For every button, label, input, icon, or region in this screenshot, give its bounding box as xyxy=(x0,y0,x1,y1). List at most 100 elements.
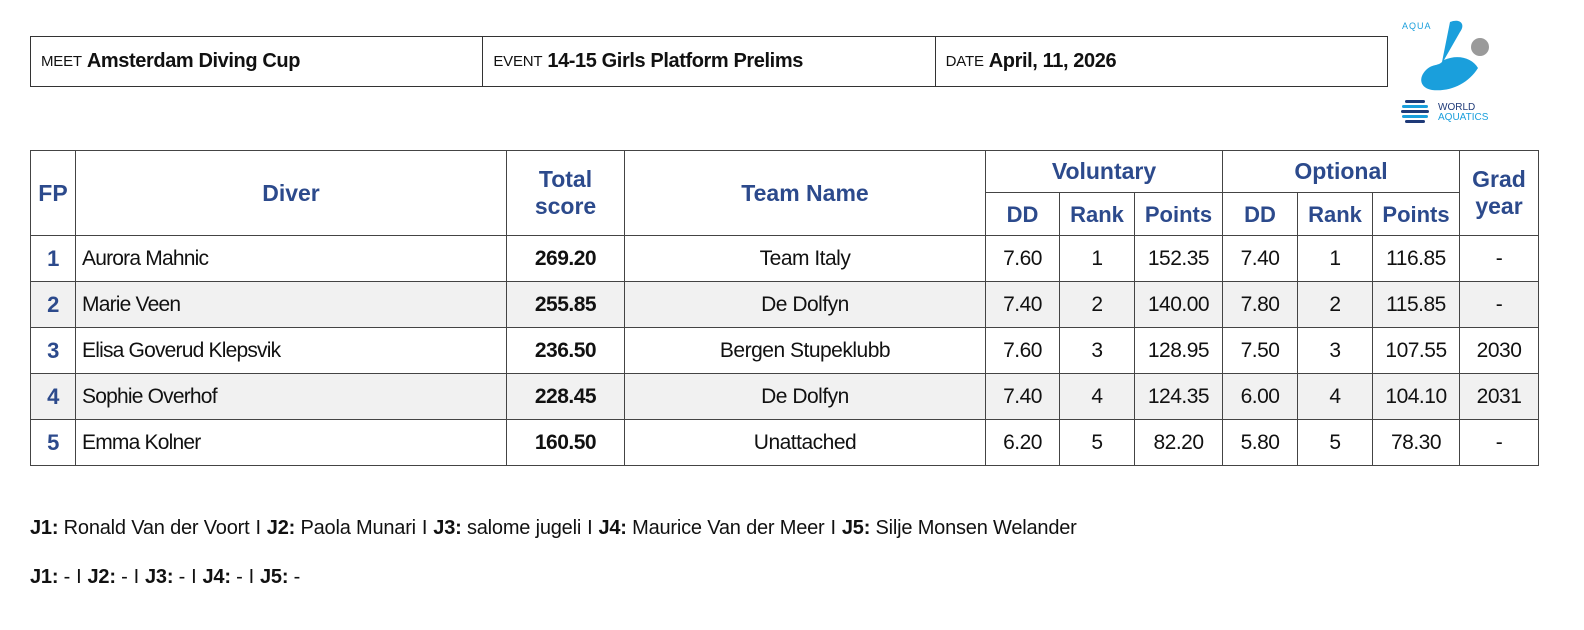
event-label: EVENT xyxy=(493,53,543,70)
judge-label: J4: xyxy=(202,566,232,588)
world-aquatics-logo: AQUA WORLD AQUATICS xyxy=(1401,20,1489,123)
voluntary-points-cell: 140.00 xyxy=(1134,281,1223,328)
judge-label: J3: xyxy=(433,517,462,539)
col-grad-header-line1: Grad xyxy=(1472,166,1526,192)
col-optional-rank-header: Rank xyxy=(1297,192,1373,236)
optional-rank-cell: 5 xyxy=(1297,419,1373,466)
judge-label: J5: xyxy=(841,517,871,539)
voluntary-dd-cell: 7.60 xyxy=(985,235,1060,282)
team-cell: De Dolfyn xyxy=(624,281,986,328)
optional-points-cell: 115.85 xyxy=(1371,281,1461,328)
diver-cell: Aurora Mahnic xyxy=(75,235,507,282)
event-value: 14-15 Girls Platform Prelims xyxy=(547,50,803,72)
table-row: 1 Aurora Mahnic 269.20 Team Italy 7.60 1… xyxy=(30,235,1540,282)
optional-rank-cell: 4 xyxy=(1297,373,1373,420)
col-total-header-line1: Total xyxy=(538,166,593,192)
judge-name: - xyxy=(178,566,186,588)
col-total-header: Total score xyxy=(506,150,625,236)
voluntary-rank-cell: 3 xyxy=(1059,327,1135,374)
voluntary-dd-cell: 7.40 xyxy=(985,373,1060,420)
team-cell: Team Italy xyxy=(624,235,986,282)
optional-points-cell: 104.10 xyxy=(1371,373,1461,420)
judge-label: J2: xyxy=(87,566,117,588)
optional-dd-cell: 6.00 xyxy=(1222,373,1298,420)
judges-secondary-line: J1: - I J2: - I J3: - I J4: - I J5: - xyxy=(30,566,300,589)
col-fp-header: FP xyxy=(30,150,76,236)
grad-year-cell: 2031 xyxy=(1459,373,1540,420)
meet-label: MEET xyxy=(41,53,82,70)
col-voluntary-rank-header: Rank xyxy=(1059,192,1135,236)
fp-cell: 5 xyxy=(30,419,76,466)
col-grad-header: Grad year xyxy=(1459,150,1540,236)
logo-aqua-text: AQUA xyxy=(1402,21,1432,31)
total-score-cell: 255.85 xyxy=(506,281,625,328)
table-row: 3 Elisa Goverud Klepsvik 236.50 Bergen S… xyxy=(30,327,1540,374)
total-score-cell: 269.20 xyxy=(506,235,625,282)
total-score-cell: 160.50 xyxy=(506,419,625,466)
judge-name: - xyxy=(63,566,71,588)
grad-year-cell: - xyxy=(1459,281,1540,328)
col-optional-points-header: Points xyxy=(1371,192,1461,236)
col-voluntary-dd-header: DD xyxy=(985,192,1060,236)
col-team-header: Team Name xyxy=(624,150,986,236)
grad-year-cell: - xyxy=(1459,419,1540,466)
logo-globe-icon xyxy=(1401,100,1429,123)
team-cell: Unattached xyxy=(624,419,986,466)
optional-rank-cell: 2 xyxy=(1297,281,1373,328)
judge-label: J4: xyxy=(598,517,627,539)
date-value: April, 11, 2026 xyxy=(988,50,1117,72)
team-cell: Bergen Stupeklubb xyxy=(624,327,986,374)
judge-separator: I xyxy=(248,566,255,588)
voluntary-rank-cell: 2 xyxy=(1059,281,1135,328)
voluntary-dd-cell: 7.40 xyxy=(985,281,1060,328)
total-score-cell: 236.50 xyxy=(506,327,625,374)
table-row: 5 Emma Kolner 160.50 Unattached 6.20 5 8… xyxy=(30,419,1540,466)
judge-label: J5: xyxy=(260,566,289,588)
judge-label: J1: xyxy=(30,566,59,588)
fp-cell: 3 xyxy=(30,327,76,374)
judge-separator: I xyxy=(587,517,593,539)
voluntary-points-cell: 152.35 xyxy=(1134,235,1223,282)
fp-cell: 1 xyxy=(30,235,76,282)
optional-group-header: Optional xyxy=(1221,150,1461,193)
optional-points-cell: 78.30 xyxy=(1371,419,1461,466)
voluntary-points-cell: 128.95 xyxy=(1134,327,1223,374)
judge-separator: I xyxy=(830,517,837,539)
optional-dd-cell: 7.50 xyxy=(1222,327,1298,374)
col-optional-dd-header: DD xyxy=(1222,192,1298,236)
judge-separator: I xyxy=(191,566,197,588)
voluntary-rank-cell: 5 xyxy=(1059,419,1135,466)
logo-world-text: WORLD xyxy=(1438,102,1475,113)
col-total-header-line2: score xyxy=(534,193,597,219)
optional-rank-cell: 3 xyxy=(1297,327,1373,374)
optional-points-cell: 116.85 xyxy=(1371,235,1461,282)
judge-label: J2: xyxy=(266,517,296,539)
table-row: 2 Marie Veen 255.85 De Dolfyn 7.40 2 140… xyxy=(30,281,1540,328)
diver-cell: Elisa Goverud Klepsvik xyxy=(75,327,507,374)
fp-cell: 4 xyxy=(30,373,76,420)
event-cell: EVENT 14-15 Girls Platform Prelims xyxy=(482,37,934,86)
voluntary-group-header: Voluntary xyxy=(985,150,1223,193)
judge-separator: I xyxy=(421,517,428,539)
judge-separator: I xyxy=(255,517,261,539)
meet-value: Amsterdam Diving Cup xyxy=(86,50,301,72)
table-row: 4 Sophie Overhof 228.45 De Dolfyn 7.40 4… xyxy=(30,373,1540,420)
judge-name: - xyxy=(293,566,301,588)
voluntary-rank-cell: 4 xyxy=(1059,373,1135,420)
judge-name: Maurice Van der Meer xyxy=(632,517,825,539)
diver-cell: Marie Veen xyxy=(75,281,507,328)
voluntary-dd-cell: 6.20 xyxy=(985,419,1060,466)
col-grad-header-line2: year xyxy=(1475,193,1523,219)
meet-cell: MEET Amsterdam Diving Cup xyxy=(31,37,482,86)
team-cell: De Dolfyn xyxy=(624,373,986,420)
judge-separator: I xyxy=(133,566,140,588)
date-label: DATE xyxy=(945,53,984,70)
optional-dd-cell: 7.80 xyxy=(1222,281,1298,328)
meet-header: MEET Amsterdam Diving Cup EVENT 14-15 Gi… xyxy=(30,36,1388,87)
logo-aquatics-text: AQUATICS xyxy=(1438,112,1489,123)
judge-name: salome jugeli xyxy=(466,517,582,539)
optional-dd-cell: 5.80 xyxy=(1222,419,1298,466)
judge-name: - xyxy=(121,566,128,588)
optional-dd-cell: 7.40 xyxy=(1222,235,1298,282)
optional-points-cell: 107.55 xyxy=(1371,327,1461,374)
